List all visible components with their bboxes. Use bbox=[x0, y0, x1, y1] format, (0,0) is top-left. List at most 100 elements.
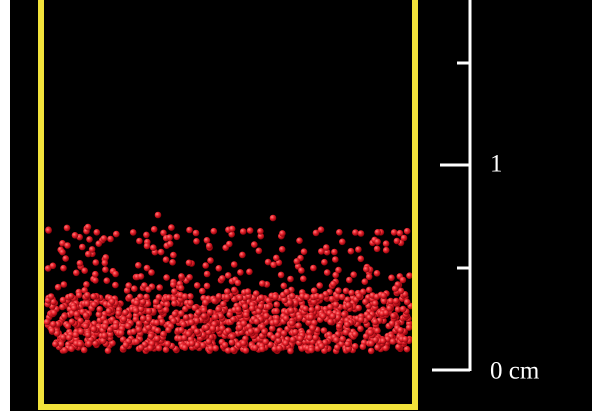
particle bbox=[287, 276, 294, 283]
particle bbox=[257, 228, 264, 235]
particle bbox=[304, 294, 311, 301]
particle bbox=[366, 274, 373, 281]
particle bbox=[168, 224, 175, 231]
particle bbox=[224, 294, 231, 301]
particle bbox=[154, 319, 161, 326]
particle bbox=[68, 346, 75, 353]
particle bbox=[183, 314, 190, 321]
particle bbox=[321, 259, 328, 266]
particle bbox=[404, 299, 411, 306]
particle bbox=[307, 334, 314, 341]
particle bbox=[398, 288, 405, 295]
particle bbox=[207, 309, 214, 316]
particle bbox=[84, 300, 91, 307]
particle bbox=[52, 341, 59, 348]
particle bbox=[386, 305, 393, 312]
particle bbox=[107, 236, 114, 243]
particle bbox=[297, 314, 304, 321]
particle bbox=[320, 313, 327, 320]
particle bbox=[272, 294, 279, 301]
particle bbox=[206, 243, 213, 250]
particle bbox=[96, 240, 103, 247]
particle bbox=[265, 303, 272, 310]
particle bbox=[309, 325, 316, 332]
particle bbox=[252, 345, 259, 352]
particle bbox=[62, 255, 69, 262]
particle bbox=[363, 266, 370, 273]
particle bbox=[85, 332, 92, 339]
particle bbox=[101, 332, 108, 339]
particle bbox=[318, 226, 325, 233]
particle bbox=[201, 307, 208, 314]
particle bbox=[202, 262, 209, 269]
particle bbox=[163, 346, 170, 353]
particle bbox=[284, 289, 291, 296]
particle bbox=[64, 225, 71, 232]
particle bbox=[230, 347, 237, 354]
particle bbox=[289, 320, 296, 327]
particle bbox=[276, 345, 283, 352]
particle bbox=[187, 300, 194, 307]
particle bbox=[253, 318, 260, 325]
particle bbox=[352, 331, 359, 338]
particle bbox=[235, 306, 242, 313]
particle bbox=[71, 305, 78, 312]
particle bbox=[231, 287, 238, 294]
particle bbox=[312, 334, 319, 341]
particle bbox=[219, 275, 226, 282]
particle bbox=[295, 322, 302, 329]
particle bbox=[270, 262, 277, 269]
particle bbox=[169, 259, 176, 266]
particle bbox=[156, 284, 163, 291]
particle bbox=[374, 328, 381, 335]
particle bbox=[113, 323, 120, 330]
particle bbox=[321, 327, 328, 334]
particle bbox=[362, 278, 369, 285]
particle bbox=[166, 234, 173, 241]
particle bbox=[352, 343, 359, 350]
particle bbox=[400, 277, 407, 284]
particle bbox=[182, 344, 189, 351]
particle bbox=[202, 299, 209, 306]
particle bbox=[45, 227, 52, 234]
particle bbox=[287, 348, 294, 355]
particle bbox=[133, 307, 140, 314]
particle bbox=[343, 288, 350, 295]
particle bbox=[391, 229, 398, 236]
particle bbox=[92, 277, 99, 284]
particle bbox=[147, 345, 154, 352]
particle bbox=[73, 270, 80, 277]
particle bbox=[178, 327, 185, 334]
particle bbox=[290, 336, 297, 343]
particle bbox=[143, 232, 150, 239]
particle bbox=[72, 232, 79, 239]
particle bbox=[269, 325, 276, 332]
particle bbox=[126, 294, 133, 301]
particle bbox=[85, 251, 92, 258]
particle bbox=[93, 259, 100, 266]
particle bbox=[380, 338, 387, 345]
particle bbox=[340, 336, 347, 343]
particle bbox=[83, 281, 90, 288]
particle bbox=[226, 311, 233, 318]
particle bbox=[273, 255, 280, 262]
particle bbox=[81, 267, 88, 274]
particle bbox=[49, 327, 56, 334]
particle bbox=[330, 313, 337, 320]
particle bbox=[237, 295, 244, 302]
particle bbox=[151, 226, 158, 233]
particle bbox=[339, 294, 346, 301]
particle bbox=[390, 338, 397, 345]
particle bbox=[355, 246, 362, 253]
particle bbox=[83, 312, 90, 319]
particle bbox=[50, 321, 57, 328]
particle bbox=[394, 238, 401, 245]
particle bbox=[246, 269, 253, 276]
particle bbox=[279, 230, 286, 237]
particle bbox=[360, 343, 367, 350]
particle bbox=[50, 263, 57, 270]
particle bbox=[90, 293, 97, 300]
particle bbox=[324, 269, 331, 276]
particle bbox=[59, 249, 66, 256]
particle bbox=[273, 319, 280, 326]
